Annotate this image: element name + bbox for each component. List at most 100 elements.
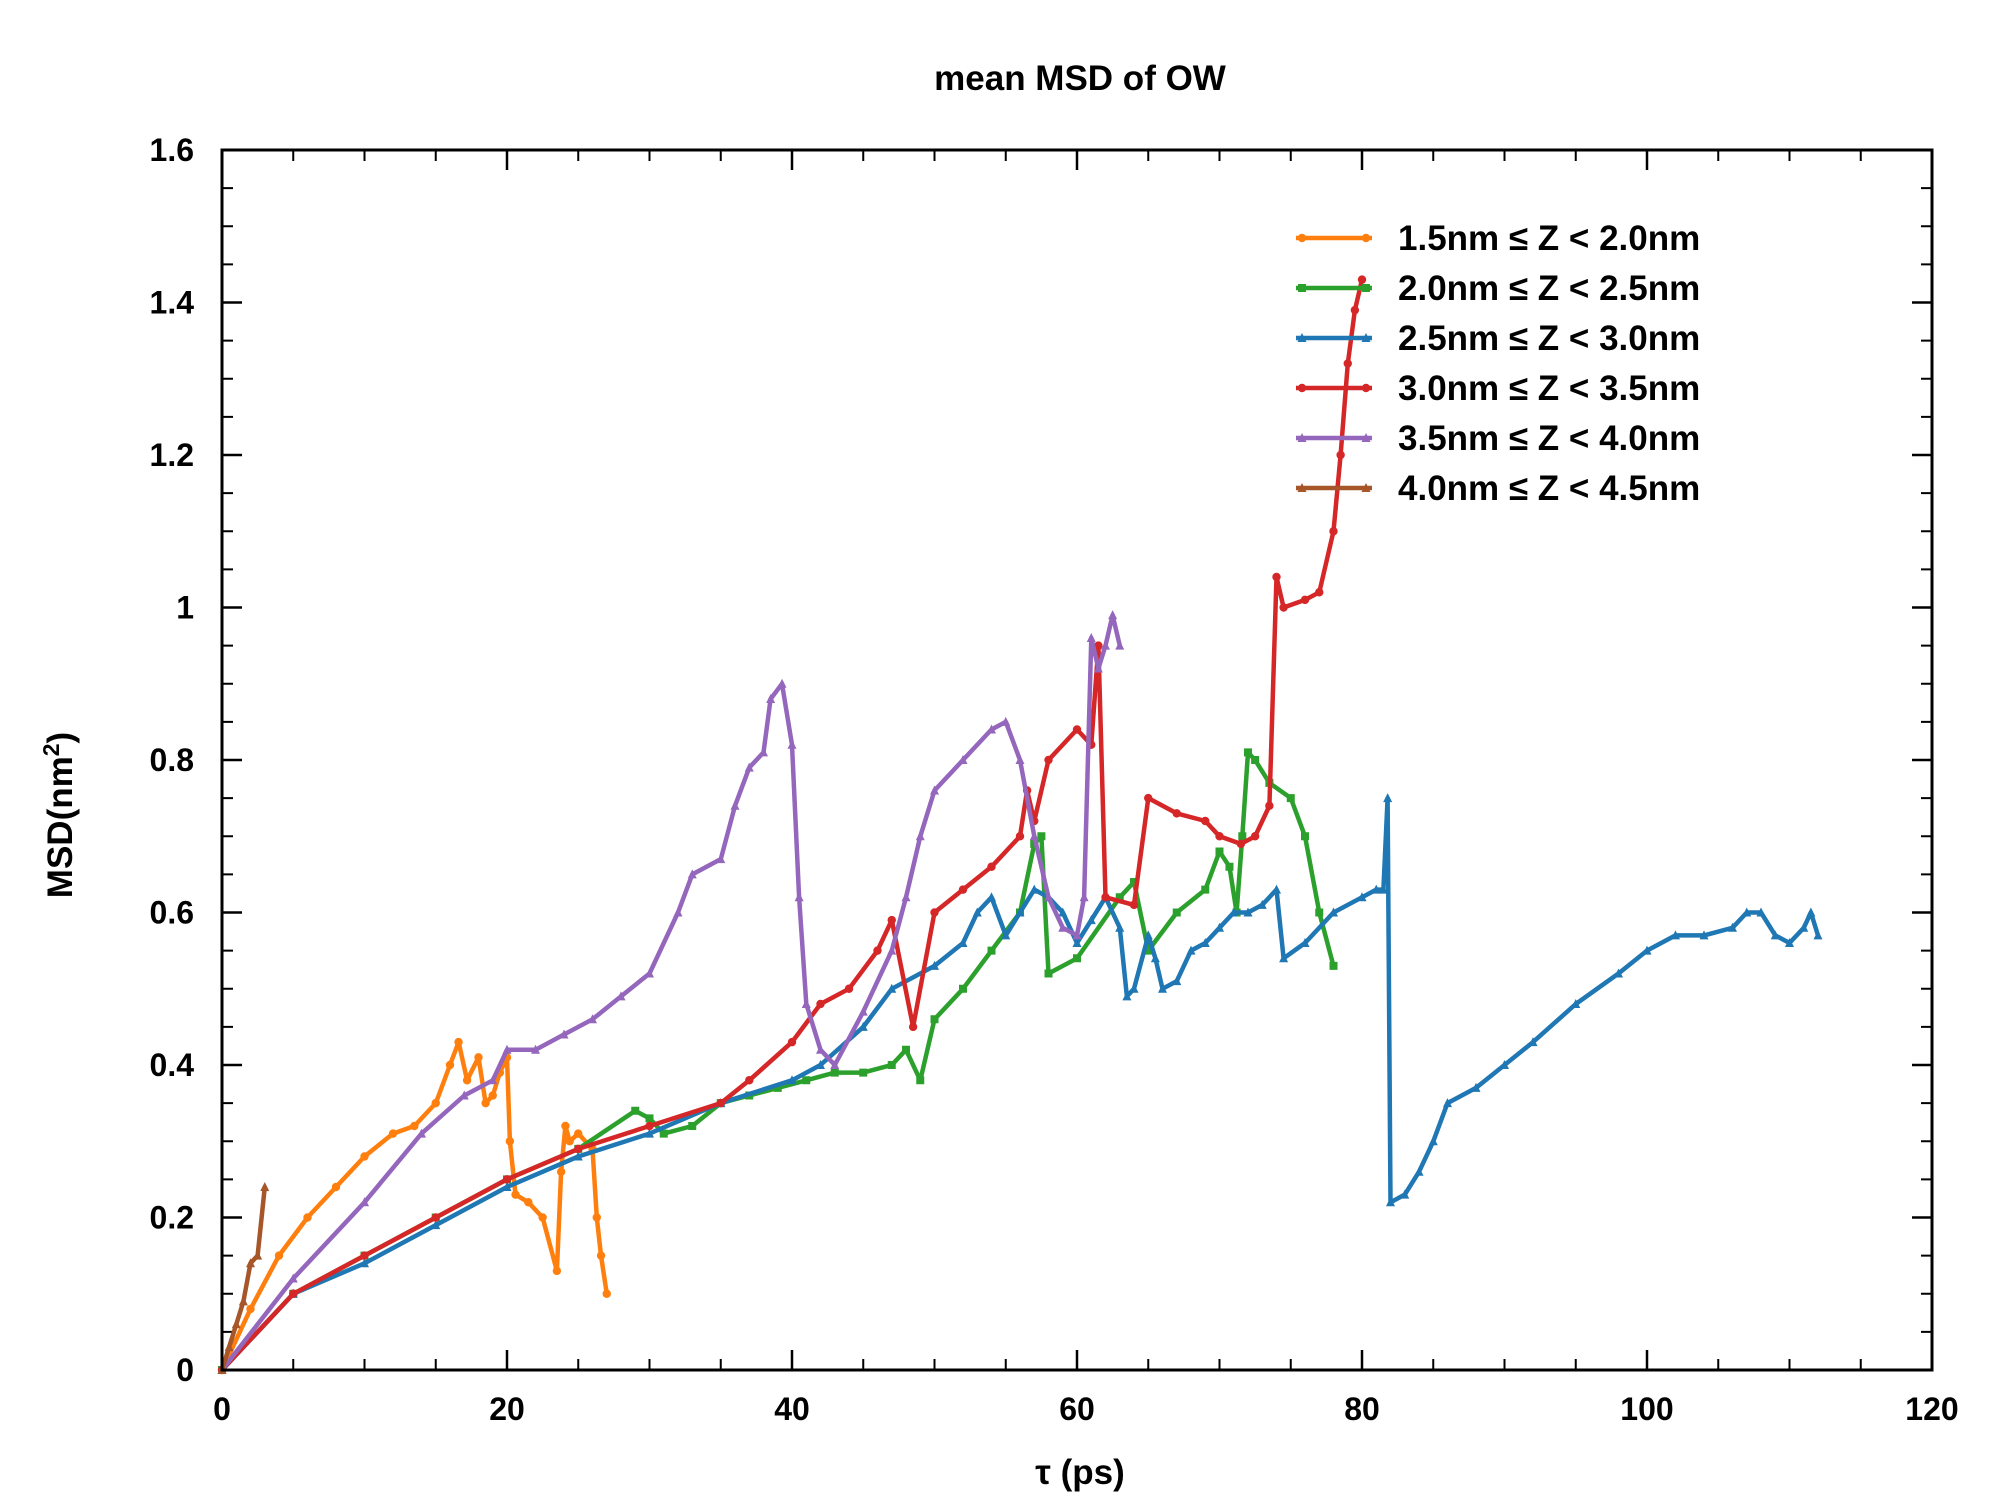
data-point <box>238 1296 248 1306</box>
data-point <box>1329 527 1338 536</box>
data-point <box>1286 794 1295 803</box>
data-point <box>1073 954 1081 963</box>
plot-frame <box>220 148 1934 1372</box>
data-point <box>573 1151 583 1161</box>
data-point <box>688 1122 697 1130</box>
data-point <box>224 1342 234 1352</box>
data-point <box>1571 999 1581 1008</box>
data-point <box>1225 862 1234 871</box>
data-point <box>730 800 740 810</box>
data-point <box>830 1060 840 1069</box>
data-point <box>858 1021 868 1031</box>
data-point <box>1072 930 1082 940</box>
legend-item: 1.5nm ≤ Z < 2.0nm <box>1296 219 1700 258</box>
y-tick-label: 1 <box>176 590 194 626</box>
series-4 <box>217 275 1367 1375</box>
legend-label: 3.5nm ≤ Z < 4.0nm <box>1398 419 1700 458</box>
data-point <box>1238 832 1247 841</box>
legend: 1.5nm ≤ Z < 2.0nm 2.0nm ≤ Z < 2.5nm 2.5nm … <box>1296 219 1700 508</box>
data-point <box>1799 922 1809 932</box>
data-point <box>561 1121 570 1131</box>
data-point <box>1265 801 1274 810</box>
data-point <box>958 885 968 894</box>
data-point <box>289 1289 298 1298</box>
data-point <box>631 1106 640 1115</box>
series-5 <box>217 610 1125 1374</box>
data-point <box>1742 907 1752 917</box>
data-point <box>1336 450 1345 460</box>
legend-marker <box>1361 433 1371 442</box>
data-point <box>908 1022 918 1032</box>
data-point <box>1001 930 1011 940</box>
data-point <box>1806 907 1816 917</box>
data-point <box>1614 968 1623 978</box>
legend-label: 2.0nm ≤ Z < 2.5nm <box>1398 269 1700 308</box>
data-point <box>602 1289 611 1298</box>
data-point <box>773 1083 782 1092</box>
data-point <box>231 1319 241 1329</box>
series-layer <box>217 275 1823 1375</box>
legend-label: 4.0nm ≤ Z < 4.5nm <box>1398 469 1700 508</box>
data-point <box>873 946 882 955</box>
data-point <box>1671 930 1680 940</box>
data-point <box>816 999 825 1009</box>
data-point <box>574 1129 583 1138</box>
data-point <box>1200 938 1210 947</box>
data-point <box>987 946 996 955</box>
data-point <box>930 908 939 917</box>
data-point <box>858 1006 868 1016</box>
data-point <box>1279 953 1289 963</box>
data-point <box>1215 922 1224 932</box>
series-3 <box>217 793 1823 1374</box>
data-point <box>1699 930 1709 940</box>
data-point <box>902 1045 910 1054</box>
series-6 <box>217 1182 270 1374</box>
data-point <box>253 1250 263 1260</box>
data-point <box>802 1076 811 1085</box>
data-point <box>1101 893 1110 902</box>
data-point <box>1471 1082 1481 1092</box>
legend-item: 4.0nm ≤ Z < 4.5nm <box>1296 469 1700 508</box>
data-point <box>830 1068 839 1077</box>
data-point <box>360 1152 369 1161</box>
data-point <box>1443 1098 1452 1108</box>
data-point <box>1015 832 1025 841</box>
data-point <box>1093 663 1103 673</box>
legend-marker <box>1297 483 1307 492</box>
data-point <box>559 1029 569 1039</box>
legend-marker <box>1297 333 1307 342</box>
data-point <box>987 724 996 734</box>
data-point <box>645 1114 654 1123</box>
data-point <box>431 1213 440 1222</box>
data-point <box>887 915 896 925</box>
data-point <box>673 907 683 917</box>
data-point <box>787 1075 797 1085</box>
data-point <box>502 1175 512 1184</box>
data-point <box>1122 991 1132 1001</box>
y-tick-label: 0.2 <box>150 1200 194 1236</box>
data-point <box>887 945 897 955</box>
axis-ticks: 0 20 40 60 80 100 120 0 0.2 0.4 0.6 0.8 1 1.2 1.4 1.6 <box>150 132 1959 1427</box>
y-tick-label: 1.2 <box>150 437 194 473</box>
data-point <box>459 1090 469 1100</box>
data-point <box>887 1061 896 1069</box>
data-point <box>816 1044 825 1054</box>
legend-marker <box>1361 483 1371 492</box>
data-point <box>1257 899 1267 909</box>
data-point <box>1115 893 1124 902</box>
data-point <box>1172 809 1181 818</box>
y-tick-label: 0.8 <box>150 742 194 778</box>
data-point <box>1756 907 1766 917</box>
y-axis-label: MSD(nm2) <box>38 732 80 898</box>
data-point <box>859 1068 868 1077</box>
x-tick-label: 120 <box>1905 1391 1958 1427</box>
data-point <box>1500 1060 1509 1069</box>
data-point <box>1037 832 1046 841</box>
data-point <box>360 1258 369 1268</box>
data-point <box>502 1044 512 1054</box>
legend-marker <box>1298 284 1306 292</box>
data-point <box>1528 1037 1538 1047</box>
data-point <box>777 678 787 688</box>
data-point <box>1414 1166 1424 1176</box>
